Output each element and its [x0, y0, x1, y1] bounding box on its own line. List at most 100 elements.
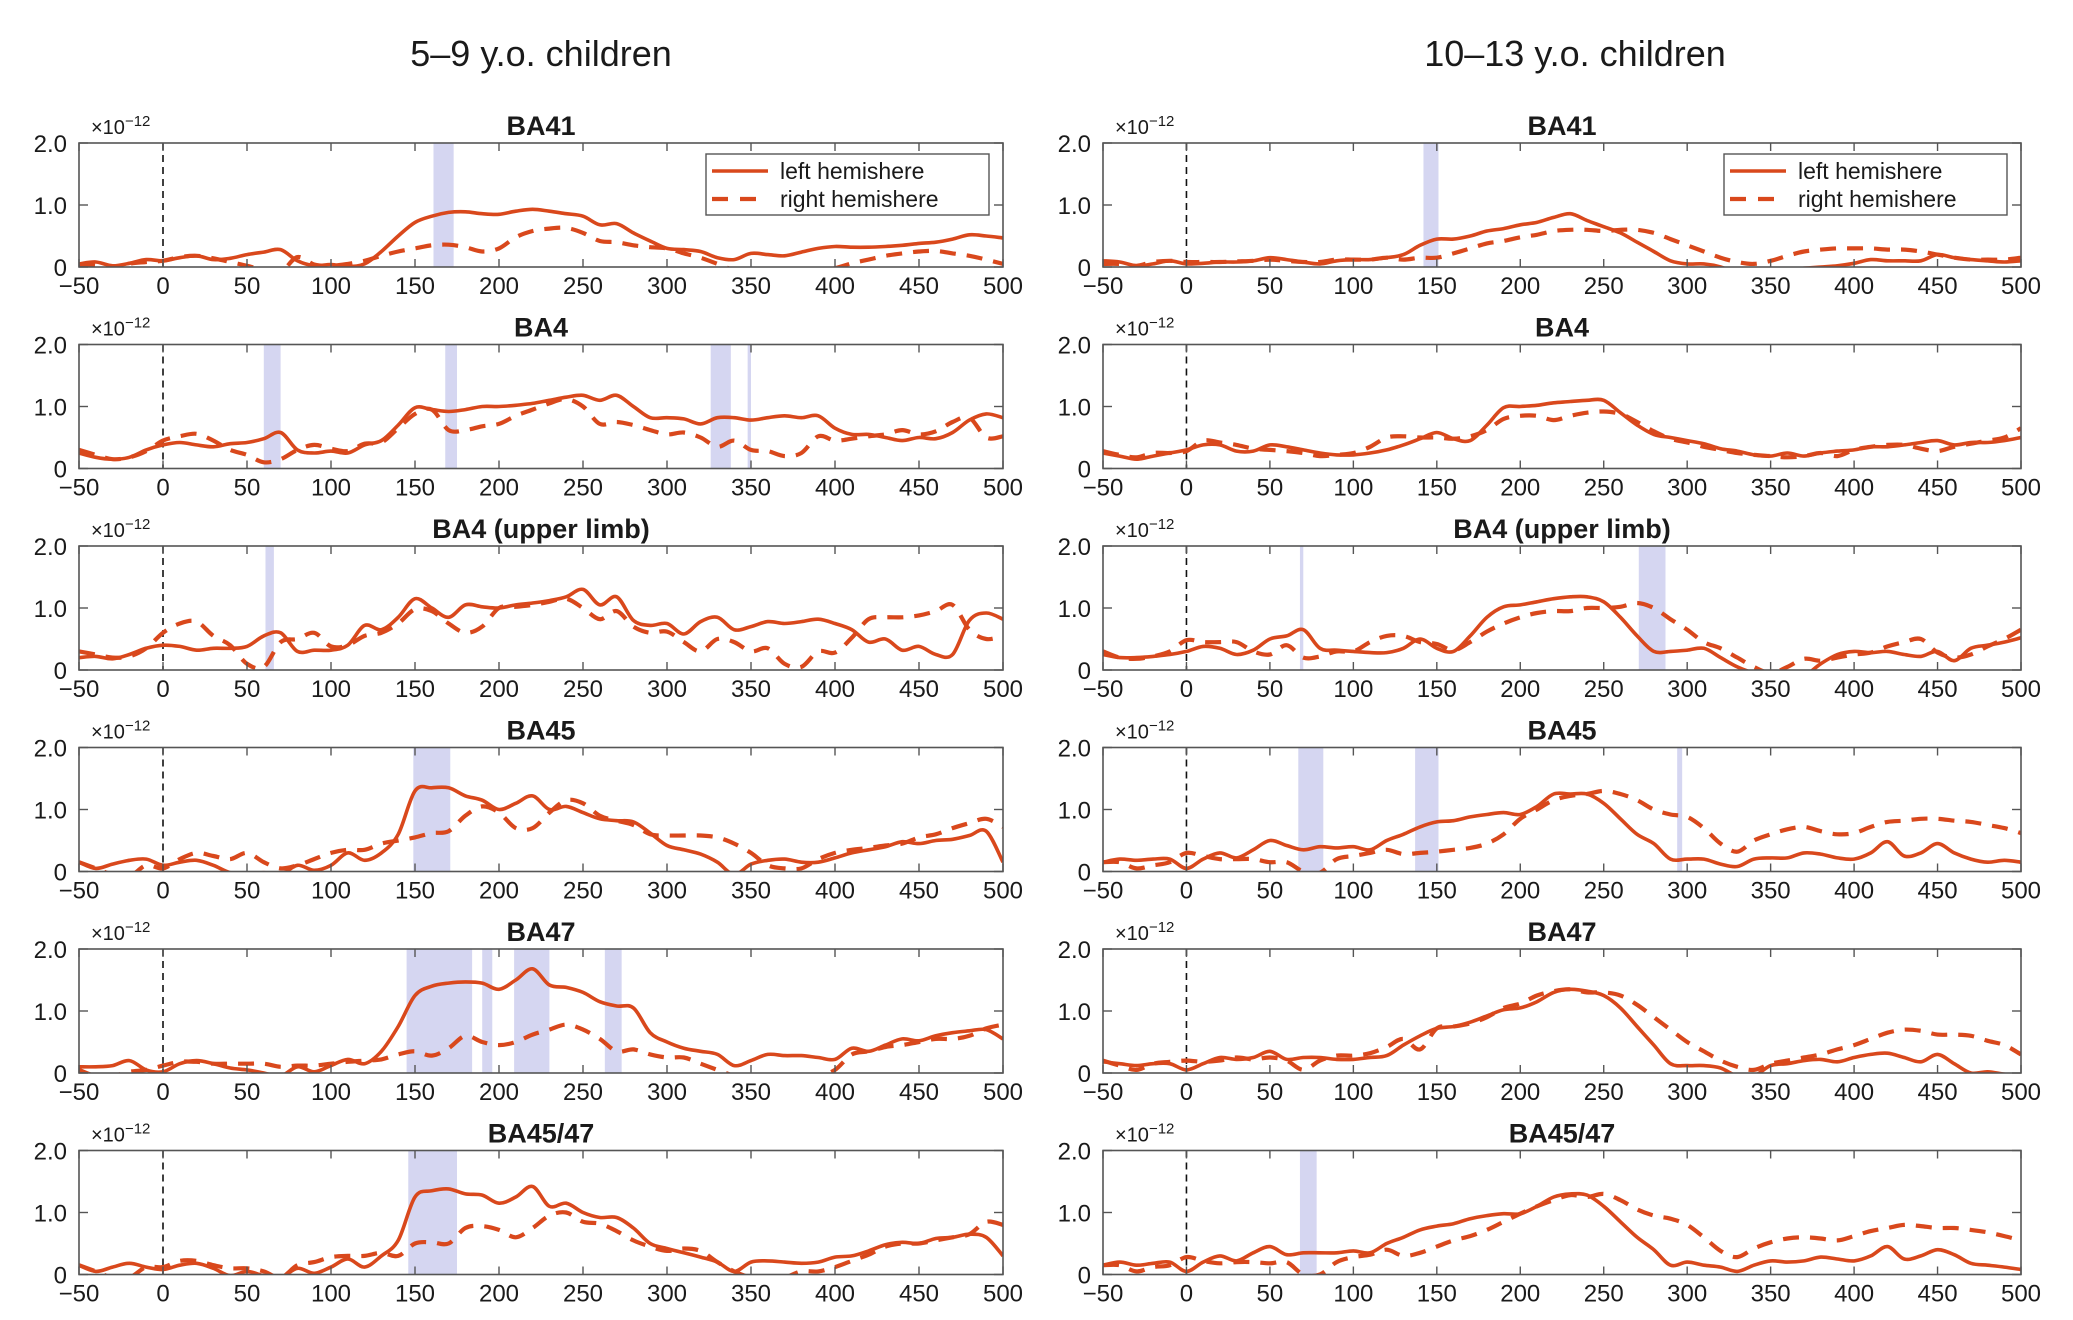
panel-10-13-ba4-upper-limb-: −50 0 50 100 150 200 250 300 350 400 450 50001.02.0…	[1058, 514, 2041, 703]
x-tick-label: 150	[395, 878, 435, 905]
x-tick-label: 300	[647, 878, 687, 905]
y-tick-label: 1.0	[34, 798, 67, 825]
x-tick-label: 400	[1834, 676, 1874, 703]
x-tick-label: 200	[1500, 1079, 1540, 1106]
exponent-base: ×10	[91, 319, 125, 341]
x-tick-label: 350	[1751, 273, 1791, 300]
significance-band	[747, 344, 751, 469]
x-tick-label: 500	[2001, 676, 2041, 703]
x-tick-label: 450	[1918, 1281, 1958, 1308]
x-tick-label: 250	[1584, 878, 1624, 905]
y-tick-label: 1.0	[34, 596, 67, 623]
x-tick-label: 300	[1667, 273, 1707, 300]
plot-area	[1103, 949, 2021, 1073]
x-tick-label: 350	[1751, 676, 1791, 703]
x-tick-label: 150	[395, 676, 435, 703]
y-exponent-label: ×10−12	[91, 113, 150, 139]
x-tick-label: 250	[1584, 676, 1624, 703]
x-tick-label: 350	[1751, 878, 1791, 905]
x-tick-label: 400	[1834, 878, 1874, 905]
y-tick-label: 2.0	[34, 333, 67, 360]
x-tick-label: 100	[1333, 1079, 1373, 1106]
y-tick-label: 2.0	[34, 736, 67, 763]
y-tick-label: 2.0	[1058, 534, 1091, 561]
y-tick-label: 2.0	[1058, 131, 1091, 158]
panel-5-9-ba4-upper-limb-: −50 0 50 100 150 200 250 300 350 400 450 50001.02.0…	[34, 514, 1023, 703]
right-hemisphere-line	[1103, 788, 2021, 872]
panel-10-13-ba45-47: −50 0 50 100 150 200 250 300 350 400 450 50001.02.0…	[1058, 1119, 2041, 1308]
significance-band	[263, 344, 281, 469]
x-tick-label: 200	[479, 273, 519, 300]
exponent-base: ×10	[91, 117, 125, 139]
x-tick-label: 250	[563, 1281, 603, 1308]
significance-band	[445, 344, 457, 469]
x-tick-label: 300	[1667, 475, 1707, 502]
x-tick-label: 150	[395, 1281, 435, 1308]
right-hemisphere-line	[1103, 1191, 2021, 1275]
significance-band	[604, 949, 622, 1073]
panel-10-13-ba41: −50 0 50 100 150 200 250 300 350 400 450 50001.02.0…	[1058, 111, 2041, 300]
x-tick-label: 400	[1834, 273, 1874, 300]
x-tick-label: 350	[731, 273, 771, 300]
panel-10-13-ba45: −50 0 50 100 150 200 250 300 350 400 450 50001.02.0…	[1058, 716, 2041, 905]
significance-band	[1299, 1150, 1317, 1275]
x-tick-label: 150	[395, 1079, 435, 1106]
panel-5-9-ba41: −50 0 50 100 150 200 250 300 350 400 450 50001.02.0…	[34, 111, 1023, 300]
y-tick-label: 0	[1078, 1061, 1091, 1088]
x-tick-label: −50	[59, 1281, 100, 1308]
x-tick-label: 500	[983, 676, 1023, 703]
panel-title: BA41	[506, 111, 575, 141]
y-tick-label: 0	[54, 1061, 67, 1088]
x-tick-label: 400	[1834, 475, 1874, 502]
x-tick-label: 500	[2001, 1281, 2041, 1308]
x-tick-label: 300	[647, 1079, 687, 1106]
y-tick-label: 0	[1078, 255, 1091, 282]
panel-10-13-ba47: −50 0 50 100 150 200 250 300 350 400 450 50001.02.0…	[1058, 917, 2041, 1106]
exponent-base: ×10	[1115, 319, 1149, 341]
legend-box	[705, 153, 990, 216]
x-tick-label: 50	[1257, 676, 1284, 703]
plot-area	[1103, 344, 2021, 469]
x-tick-label: 350	[1751, 1281, 1791, 1308]
x-tick-label: 100	[311, 1079, 351, 1106]
x-tick-label: 200	[1500, 1281, 1540, 1308]
legend-label-left: left hemishere	[1798, 158, 1942, 184]
series-group	[1103, 397, 2021, 461]
y-tick-label: 2.0	[34, 131, 67, 158]
x-tick-label: −50	[1083, 475, 1124, 502]
panel-title: BA4	[514, 313, 568, 343]
x-tick-label: −50	[1083, 676, 1124, 703]
x-tick-label: 0	[1180, 878, 1193, 905]
x-tick-label: 350	[731, 475, 771, 502]
x-tick-label: 300	[647, 676, 687, 703]
x-tick-label: −50	[59, 475, 100, 502]
x-tick-label: 200	[1500, 475, 1540, 502]
x-tick-label: 50	[1257, 1281, 1284, 1308]
y-tick-label: 2.0	[1058, 736, 1091, 763]
y-tick-label: 0	[54, 457, 67, 484]
x-tick-label: 250	[1584, 1281, 1624, 1308]
x-tick-label: 350	[731, 1079, 771, 1106]
x-tick-label: 150	[1417, 1079, 1457, 1106]
y-tick-label: 1.0	[34, 193, 67, 220]
x-tick-label: 450	[1918, 475, 1958, 502]
significance-band	[1423, 143, 1439, 267]
x-tick-label: 250	[563, 273, 603, 300]
x-tick-label: 400	[1834, 1079, 1874, 1106]
x-tick-label: −50	[59, 878, 100, 905]
y-tick-label: 0	[1078, 658, 1091, 685]
y-tick-label: 2.0	[1058, 937, 1091, 964]
x-tick-label: 500	[2001, 1079, 2041, 1106]
left-hemisphere-line	[79, 207, 1003, 267]
right-hemisphere-line	[79, 396, 1003, 465]
y-exponent-label: ×10−12	[1115, 919, 1174, 945]
exponent-base: ×10	[1115, 923, 1149, 945]
y-tick-label: 2.0	[1058, 1139, 1091, 1166]
x-tick-label: 50	[234, 475, 261, 502]
x-tick-label: 500	[983, 1281, 1023, 1308]
right-hemisphere-line	[79, 596, 1003, 670]
y-exponent-label: ×10−12	[91, 1121, 150, 1147]
